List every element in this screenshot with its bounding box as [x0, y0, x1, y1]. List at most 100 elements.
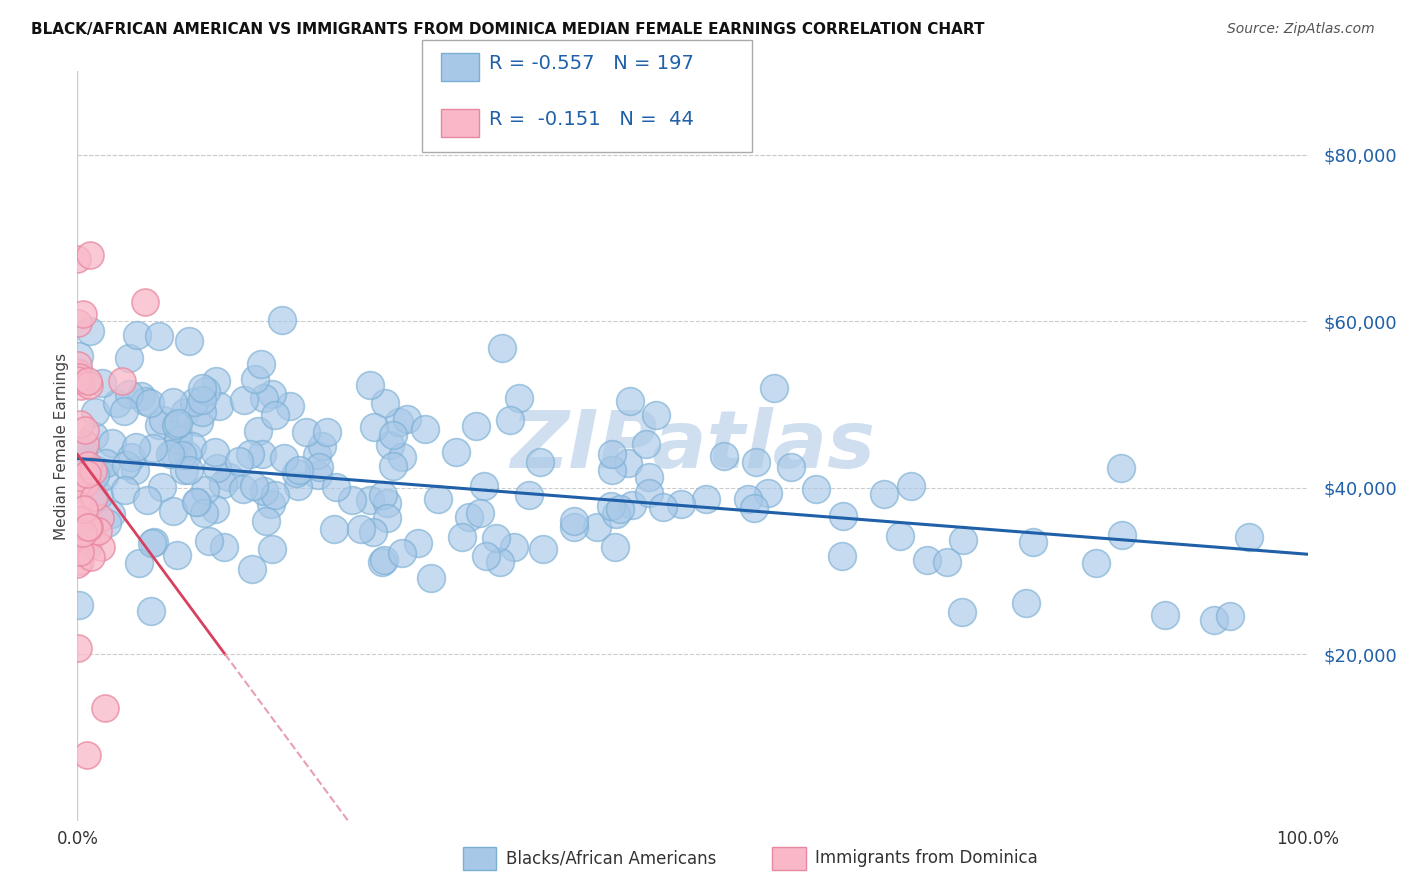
Point	[79, 248, 101, 262]
Point	[75, 504, 97, 518]
Point	[311, 439, 333, 453]
Point	[600, 499, 623, 513]
Point	[89, 511, 111, 525]
Point	[135, 492, 157, 507]
Point	[472, 479, 495, 493]
Point	[148, 329, 170, 343]
Point	[485, 531, 508, 545]
Point	[762, 381, 785, 395]
Point	[373, 488, 395, 502]
Point	[77, 520, 100, 534]
Point	[191, 405, 214, 419]
Point	[75, 532, 97, 546]
Point	[142, 441, 165, 455]
Point	[617, 456, 640, 470]
Point	[66, 640, 89, 655]
Point	[75, 475, 97, 490]
Point	[287, 463, 309, 477]
Point	[134, 294, 156, 309]
Point	[256, 514, 278, 528]
Point	[465, 418, 488, 433]
Point	[381, 428, 404, 442]
Point	[204, 444, 226, 458]
Point	[77, 377, 100, 392]
Point	[645, 408, 668, 422]
Point	[1219, 608, 1241, 623]
Point	[252, 447, 274, 461]
Point	[374, 396, 396, 410]
Point	[66, 558, 89, 572]
Point	[585, 520, 607, 534]
Point	[600, 447, 623, 461]
Text: Blacks/African Americans: Blacks/African Americans	[506, 849, 717, 867]
Point	[166, 433, 188, 447]
Point	[125, 327, 148, 342]
Point	[205, 374, 228, 388]
Point	[67, 598, 90, 612]
Point	[90, 540, 112, 554]
Point	[180, 439, 202, 453]
Point	[96, 516, 118, 531]
Point	[240, 562, 263, 576]
Point	[76, 458, 98, 472]
Point	[253, 484, 276, 499]
Point	[66, 367, 89, 381]
Point	[66, 478, 89, 492]
Point	[69, 554, 91, 568]
Point	[408, 535, 430, 549]
Point	[458, 510, 481, 524]
Point	[1237, 530, 1260, 544]
Point	[76, 520, 98, 534]
Point	[67, 366, 90, 380]
Point	[83, 490, 105, 504]
Point	[162, 395, 184, 409]
Point	[86, 463, 108, 477]
Point	[413, 422, 436, 436]
Point	[470, 506, 492, 520]
Point	[193, 506, 215, 520]
Point	[340, 492, 363, 507]
Point	[388, 415, 411, 429]
Point	[129, 388, 152, 402]
Point	[262, 541, 284, 556]
Point	[952, 533, 974, 548]
Point	[141, 536, 163, 550]
Point	[519, 488, 541, 502]
Point	[87, 524, 110, 539]
Point	[111, 375, 134, 389]
Point	[69, 379, 91, 393]
Point	[247, 424, 270, 438]
Point	[194, 483, 217, 497]
Point	[375, 511, 398, 525]
Point	[114, 483, 136, 498]
Point	[67, 370, 90, 384]
Point	[450, 530, 472, 544]
Point	[378, 438, 401, 452]
Point	[162, 446, 184, 460]
Point	[831, 549, 853, 563]
Point	[66, 373, 89, 387]
Point	[377, 496, 399, 510]
Point	[198, 534, 221, 549]
Point	[562, 515, 585, 529]
Point	[508, 391, 530, 405]
Point	[150, 480, 173, 494]
Point	[72, 307, 94, 321]
Point	[190, 393, 212, 408]
Point	[745, 455, 768, 469]
Point	[1022, 534, 1045, 549]
Point	[138, 396, 160, 410]
Point	[1204, 614, 1226, 628]
Point	[195, 384, 218, 399]
Point	[101, 436, 124, 450]
Point	[69, 475, 91, 489]
Point	[780, 459, 803, 474]
Point	[125, 440, 148, 454]
Point	[118, 351, 141, 366]
Point	[619, 394, 641, 409]
Point	[69, 513, 91, 527]
Point	[228, 454, 250, 468]
Point	[263, 408, 285, 422]
Point	[187, 415, 209, 429]
Point	[756, 485, 779, 500]
